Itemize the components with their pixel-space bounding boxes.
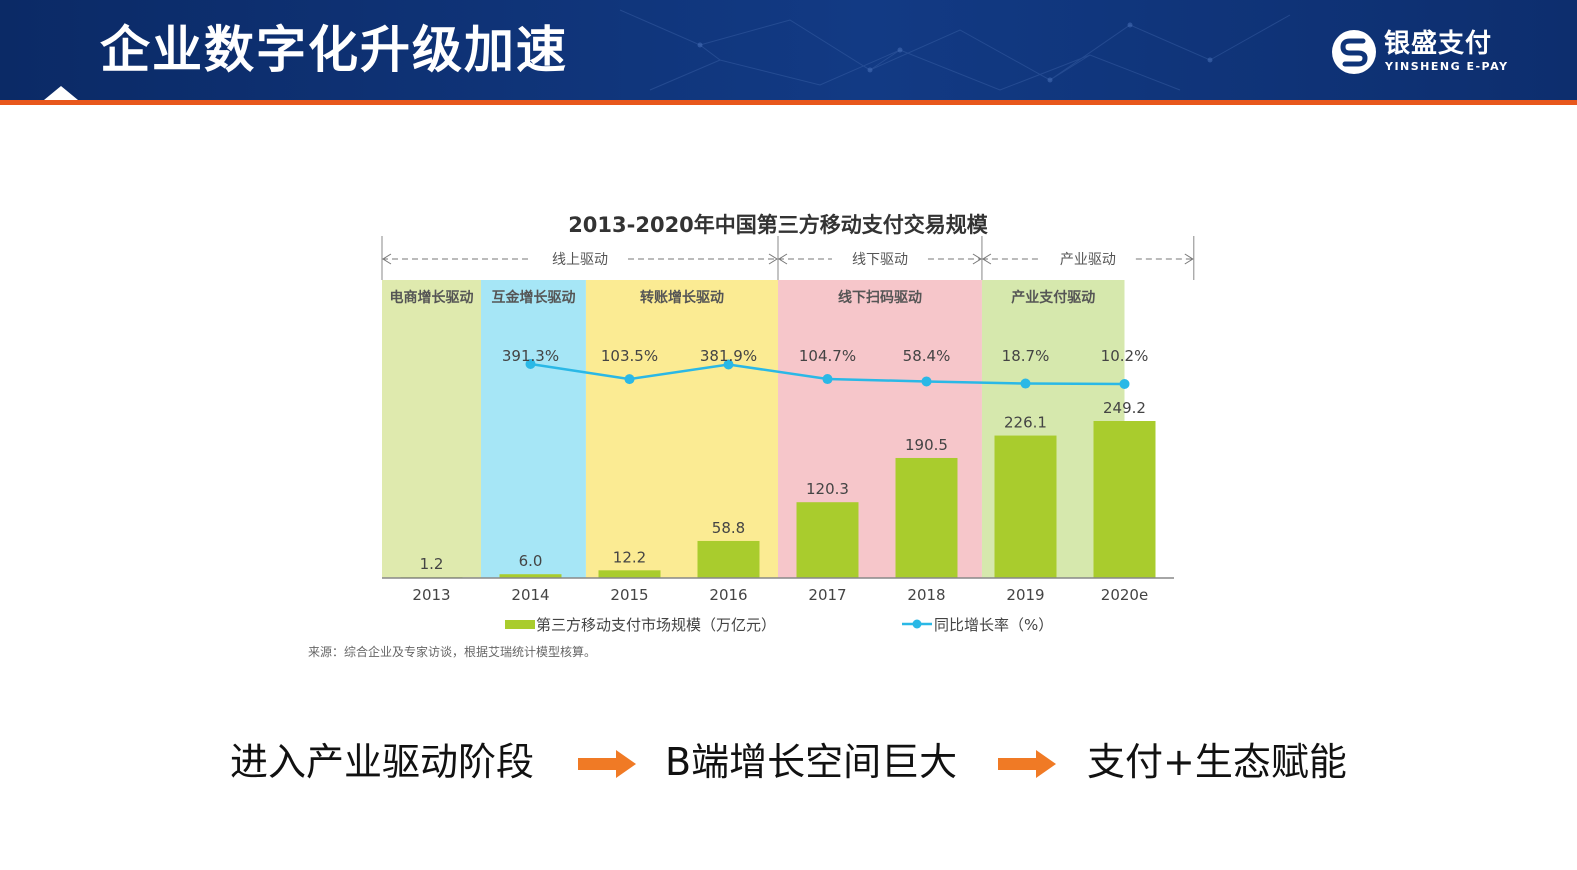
growth-value-label: 58.4% bbox=[903, 347, 951, 365]
bar-value-label: 226.1 bbox=[1004, 414, 1047, 432]
growth-line: 391.3% 103.5% 381.9% 104.7% 58.4% 18.7% 10.2% bbox=[502, 347, 1148, 389]
x-tick-label: 2014 bbox=[511, 586, 549, 604]
growth-point bbox=[822, 374, 833, 385]
page-title: 企业数字化升级加速 bbox=[100, 21, 568, 79]
growth-value-label: 104.7% bbox=[799, 347, 856, 365]
flow-step-1: 进入产业驱动阶段 bbox=[230, 740, 535, 784]
growth-value-label: 10.2% bbox=[1101, 347, 1149, 365]
bar bbox=[697, 540, 760, 578]
flow-step-2: B端增长空间巨大 bbox=[665, 740, 958, 784]
driver-arrow-right bbox=[1184, 253, 1194, 265]
logo-text-en: YINSHENG E-PAY bbox=[1385, 60, 1509, 73]
x-tick-label: 2020e bbox=[1101, 586, 1148, 604]
legend-bar-label: 第三方移动支付市场规模（万亿元） bbox=[536, 616, 776, 634]
phase-label: 互金增长驱动 bbox=[491, 289, 575, 306]
phase-band bbox=[585, 280, 778, 578]
phase-band bbox=[382, 280, 481, 578]
growth-value-label: 103.5% bbox=[601, 347, 658, 365]
growth-value-label: 381.9% bbox=[700, 347, 757, 365]
network-pattern bbox=[619, 9, 1291, 91]
right-arrow-icon bbox=[578, 750, 636, 778]
growth-point bbox=[525, 359, 536, 369]
bars: 1.2 6.0 12.2 58.8 120.3 190.5 226.1 249.2 bbox=[400, 399, 1156, 578]
bar bbox=[1093, 421, 1156, 578]
bar-value-label: 190.5 bbox=[905, 436, 948, 454]
header-notch bbox=[44, 86, 78, 100]
driver-arrow-right bbox=[768, 253, 778, 265]
bar-value-label: 1.2 bbox=[420, 555, 444, 573]
x-axis: 2013 2014 2015 2016 2017 2018 2019 2020e bbox=[382, 577, 1174, 604]
growth-point bbox=[921, 376, 932, 387]
header-bar: 企业数字化升级加速 银盛支付 YINSHENG E-PAY bbox=[0, 0, 1577, 100]
flow-step-3: 支付+生态赋能 bbox=[1087, 740, 1347, 784]
x-tick-label: 2017 bbox=[808, 586, 846, 604]
x-tick-label: 2013 bbox=[412, 586, 450, 604]
bar-value-label: 249.2 bbox=[1103, 399, 1146, 417]
bar bbox=[598, 570, 661, 578]
header-accent-line bbox=[0, 100, 1577, 105]
bar-value-label: 120.3 bbox=[806, 480, 849, 498]
yinsheng-logo-icon bbox=[1332, 30, 1376, 74]
growth-value-label: 391.3% bbox=[502, 347, 559, 365]
legend-bar-swatch bbox=[505, 620, 535, 629]
bar-value-label: 58.8 bbox=[712, 519, 745, 537]
x-tick-label: 2015 bbox=[610, 586, 648, 604]
phase-band bbox=[481, 280, 586, 578]
bar bbox=[895, 457, 958, 578]
phase-label: 转账增长驱动 bbox=[640, 289, 724, 306]
x-tick-label: 2016 bbox=[709, 586, 747, 604]
bar-value-label: 12.2 bbox=[613, 548, 646, 566]
driver-arrow-left bbox=[981, 253, 992, 265]
bar bbox=[994, 435, 1057, 578]
source-note: 来源：综合企业及专家访谈，根据艾瑞统计模型核算。 bbox=[308, 645, 597, 659]
right-arrow-icon bbox=[998, 750, 1056, 778]
growth-point bbox=[624, 374, 635, 385]
legend: 第三方移动支付市场规模（万亿元） 同比增长率（%） bbox=[505, 616, 1053, 634]
phase-label: 线下扫码驱动 bbox=[838, 289, 922, 306]
driver-arrow-right bbox=[972, 253, 982, 265]
legend-line-label: 同比增长率（%） bbox=[934, 616, 1053, 634]
driver-arrow-left bbox=[382, 253, 392, 265]
growth-value-label: 18.7% bbox=[1002, 347, 1050, 365]
chart-title: 2013-2020年中国第三方移动支付交易规模 bbox=[568, 213, 989, 237]
driver-annotations: 线上驱动 线下驱动 产业驱动 bbox=[381, 236, 1195, 280]
brand-logo: 银盛支付 YINSHENG E-PAY bbox=[1330, 28, 1530, 78]
bar-value-label: 6.0 bbox=[519, 552, 543, 570]
growth-point bbox=[1119, 379, 1130, 389]
legend-line-marker bbox=[912, 619, 922, 629]
growth-point bbox=[723, 359, 734, 370]
payment-scale-chart: 2013-2020年中国第三方移动支付交易规模 线上驱动 线下驱动 产业驱动 电商增… bbox=[381, 213, 1195, 634]
growth-point bbox=[1020, 378, 1031, 389]
bar bbox=[796, 502, 859, 578]
phase-label: 电商增长驱动 bbox=[390, 289, 474, 306]
x-tick-label: 2018 bbox=[907, 586, 945, 604]
logo-text-cn: 银盛支付 bbox=[1384, 29, 1493, 59]
bar bbox=[499, 574, 562, 578]
phase-label: 产业支付驱动 bbox=[1011, 289, 1095, 306]
driver-label: 产业驱动 bbox=[1060, 252, 1116, 268]
driver-label: 线上驱动 bbox=[552, 252, 608, 268]
driver-label: 线下驱动 bbox=[852, 252, 908, 268]
x-tick-label: 2019 bbox=[1006, 586, 1044, 604]
driver-arrow-left bbox=[778, 253, 788, 265]
